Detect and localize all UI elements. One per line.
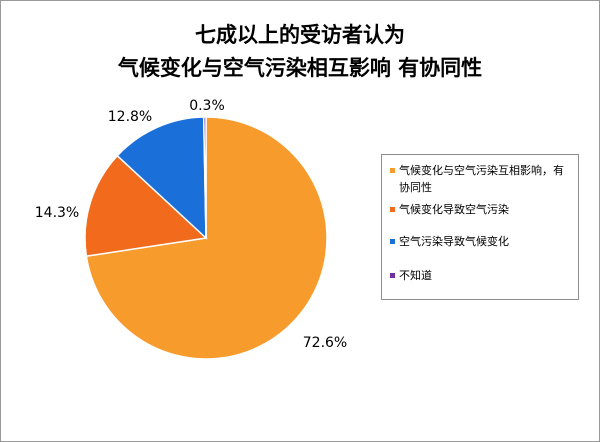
legend-item-3: 空气污染导致气候变化 [390, 233, 574, 250]
chart-title-line-2: 气候变化与空气污染相互影响 有协同性 [117, 56, 483, 80]
legend-label-4: 不知道 [399, 269, 432, 282]
legend-label-2: 气候变化导致空气污染 [399, 203, 509, 216]
pie-data-label-1: 72.6% [303, 335, 347, 351]
pie-slice-2 [84, 154, 208, 258]
legend-label-1: 气候变化与空气污染互相影响，有协同性 [399, 164, 564, 194]
legend-swatch-1 [390, 168, 395, 173]
legend-swatch-2 [390, 207, 395, 212]
chart-title: 七成以上的受访者认为 气候变化与空气污染相互影响 有协同性 [1, 19, 599, 85]
pie-slice-4 [202, 116, 207, 239]
legend-swatch-3 [390, 239, 395, 244]
legend-swatch-4 [390, 273, 395, 278]
pie-slice-3 [116, 116, 207, 240]
legend-item-4: 不知道 [390, 267, 574, 284]
legend-item-2: 气候变化导致空气污染 [390, 201, 574, 218]
chart-title-line-1: 七成以上的受访者认为 [195, 23, 405, 47]
pie-data-label-2: 14.3% [35, 205, 79, 221]
pie-data-label-3: 12.8% [108, 109, 152, 125]
legend-label-3: 空气污染导致气候变化 [399, 235, 509, 248]
chart-legend: 气候变化与空气污染互相影响，有协同性 气候变化导致空气污染 空气污染导致气候变化… [381, 154, 579, 300]
pie-data-label-4: 0.3% [189, 98, 225, 114]
legend-item-1: 气候变化与空气污染互相影响，有协同性 [390, 162, 574, 196]
